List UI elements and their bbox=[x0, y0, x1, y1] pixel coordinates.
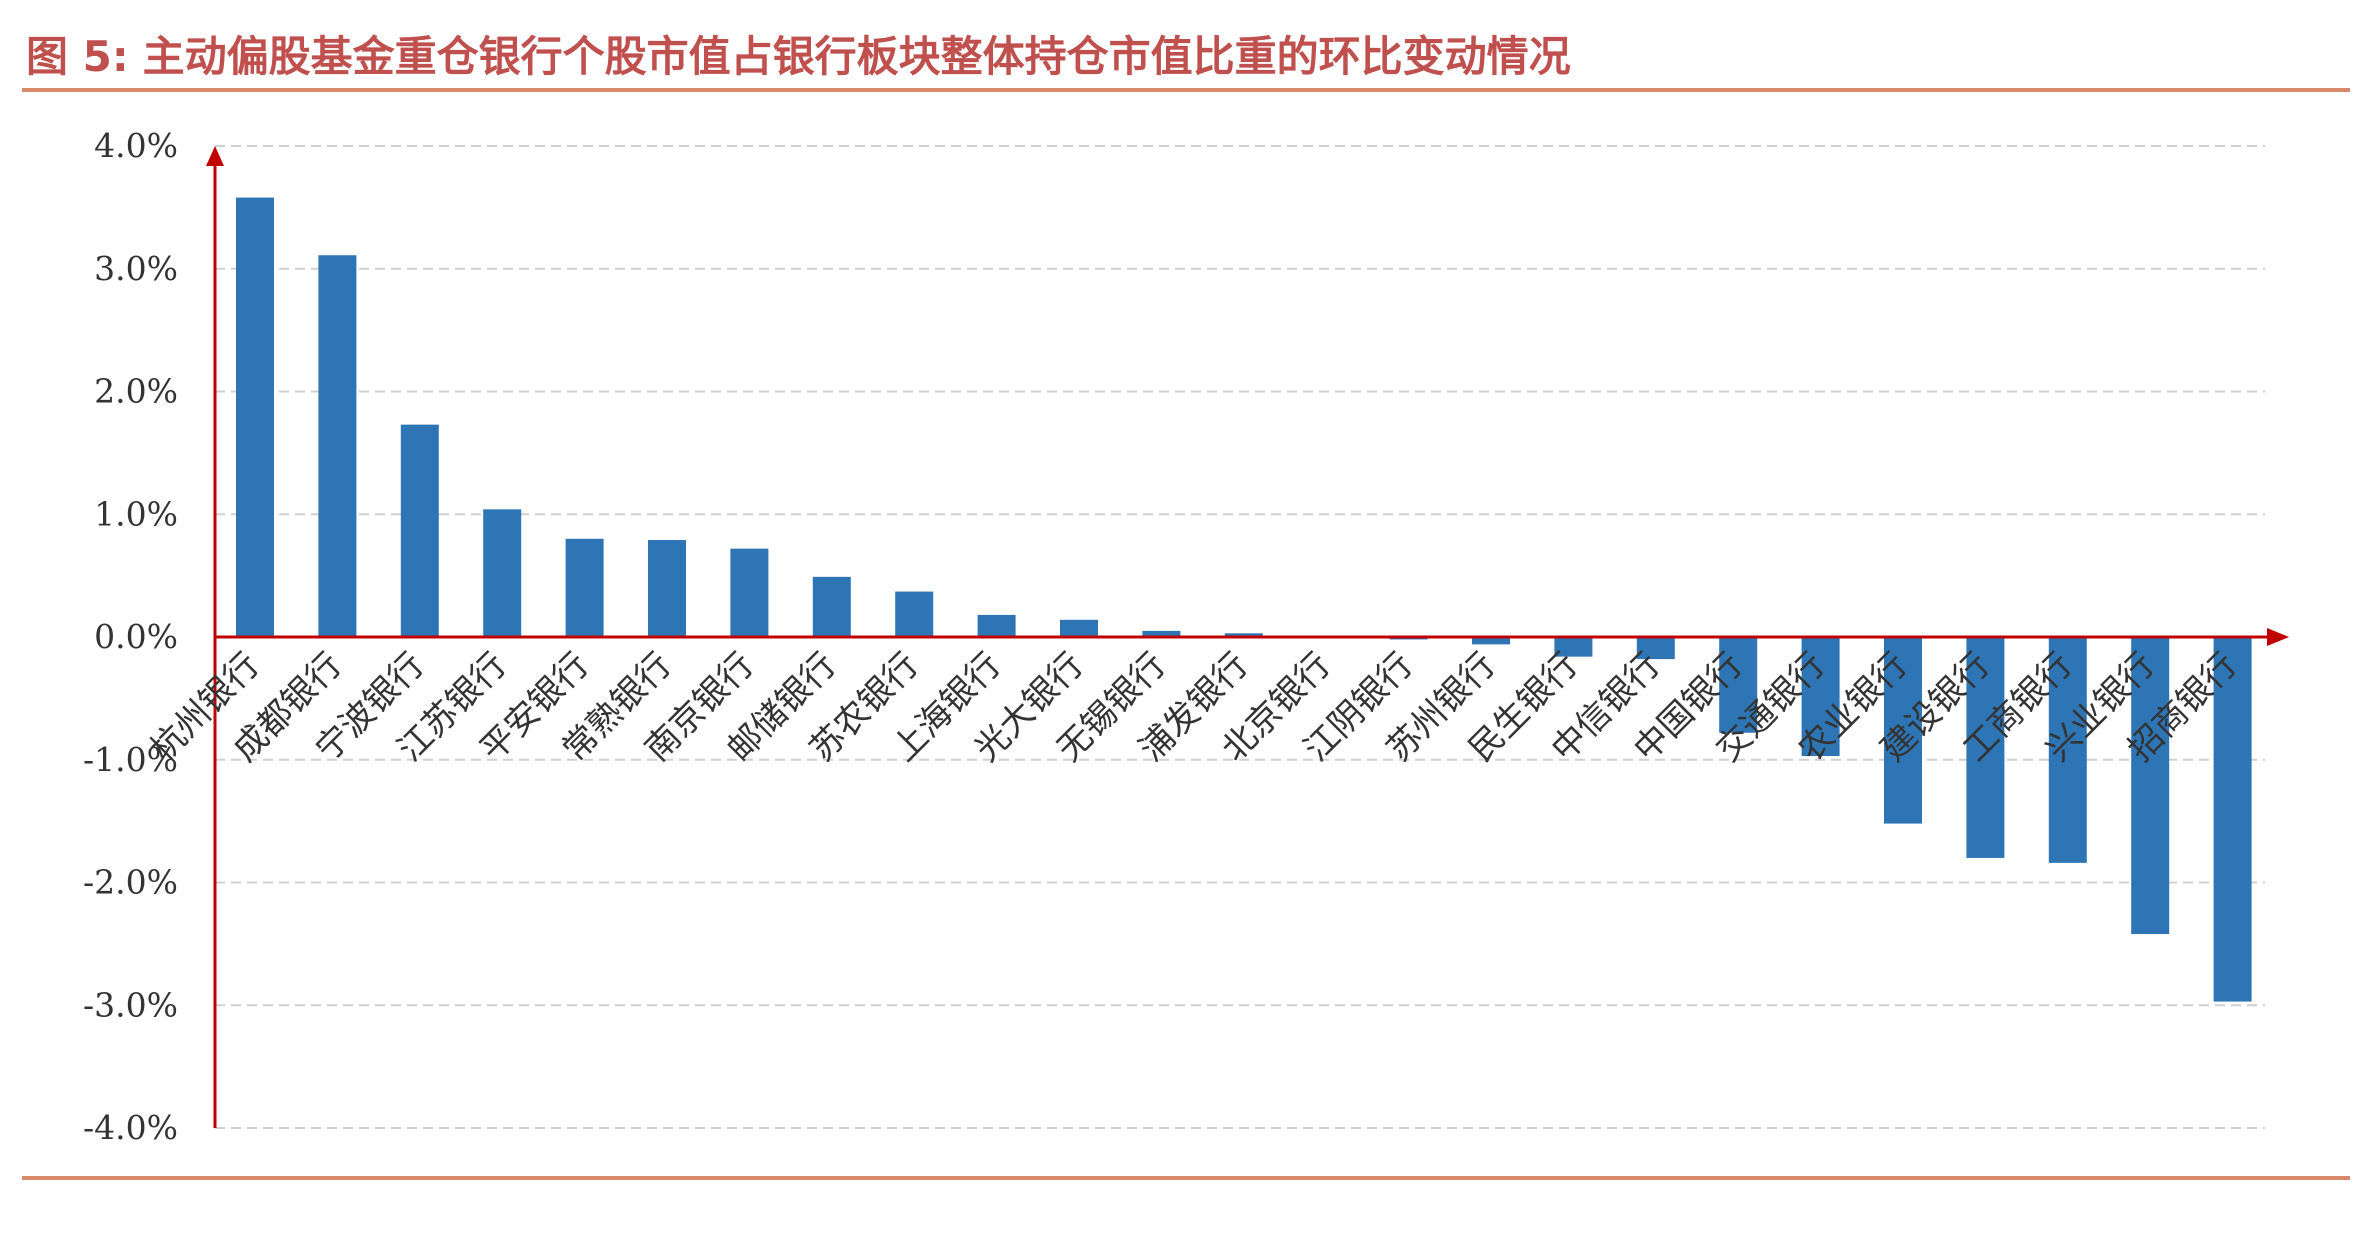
y-tick-label: 3.0% bbox=[94, 249, 178, 288]
bar bbox=[1801, 637, 1840, 757]
bar bbox=[1060, 619, 1098, 637]
figure-title-text: 主动偏股基金重仓银行个股市值占银行板块整体持仓市值比重的环比变动情况 bbox=[142, 32, 1571, 81]
bar bbox=[1472, 637, 1510, 645]
bar bbox=[1719, 637, 1758, 733]
figure-label: 图 5: bbox=[26, 32, 129, 81]
bar bbox=[977, 614, 1016, 637]
bar bbox=[1884, 637, 1922, 824]
bar bbox=[895, 591, 934, 637]
bar bbox=[1142, 630, 1181, 637]
bar bbox=[1554, 637, 1593, 657]
bar bbox=[2213, 637, 2252, 1002]
x-axis-arrow bbox=[2267, 628, 2289, 646]
y-tick-label: -2.0% bbox=[83, 863, 178, 902]
bar bbox=[1636, 637, 1675, 660]
bar bbox=[565, 538, 604, 637]
y-tick-label: 2.0% bbox=[94, 372, 178, 411]
y-tick-label: 1.0% bbox=[94, 494, 178, 533]
bar bbox=[2048, 637, 2087, 863]
y-axis-arrow bbox=[206, 146, 224, 166]
gridlines bbox=[215, 145, 2265, 1129]
x-axis-ticks: 杭州银行成都银行宁波银行江苏银行平安银行常熟银行南京银行邮储银行苏农银行上海银行… bbox=[143, 645, 2245, 769]
bar bbox=[812, 576, 851, 637]
bottom-rule bbox=[22, 1176, 2350, 1180]
y-axis-ticks: 4.0% 3.0% 2.0% 1.0% 0.0% -1.0% -2.0% -3.0% -4.0% bbox=[83, 126, 178, 1147]
bar bbox=[318, 255, 357, 637]
bar bbox=[1224, 633, 1263, 637]
y-tick-label: -3.0% bbox=[83, 985, 178, 1024]
bar bbox=[236, 197, 274, 637]
y-tick-label: -4.0% bbox=[83, 1108, 178, 1147]
bar bbox=[1966, 637, 2005, 858]
bars bbox=[236, 197, 2252, 1002]
bar bbox=[2131, 637, 2170, 935]
y-tick-label: -1.0% bbox=[83, 740, 178, 779]
bar bbox=[483, 509, 522, 637]
figure-title: 图 5: 主动偏股基金重仓银行个股市值占银行板块整体持仓市值比重的环比变动情况 bbox=[26, 22, 1571, 92]
title-underline bbox=[22, 88, 2350, 92]
bar bbox=[730, 548, 769, 637]
bar bbox=[648, 540, 686, 637]
bar bbox=[400, 424, 439, 637]
axes bbox=[206, 146, 2289, 1128]
y-tick-label: 0.0% bbox=[94, 617, 178, 656]
y-tick-label: 4.0% bbox=[94, 126, 178, 165]
